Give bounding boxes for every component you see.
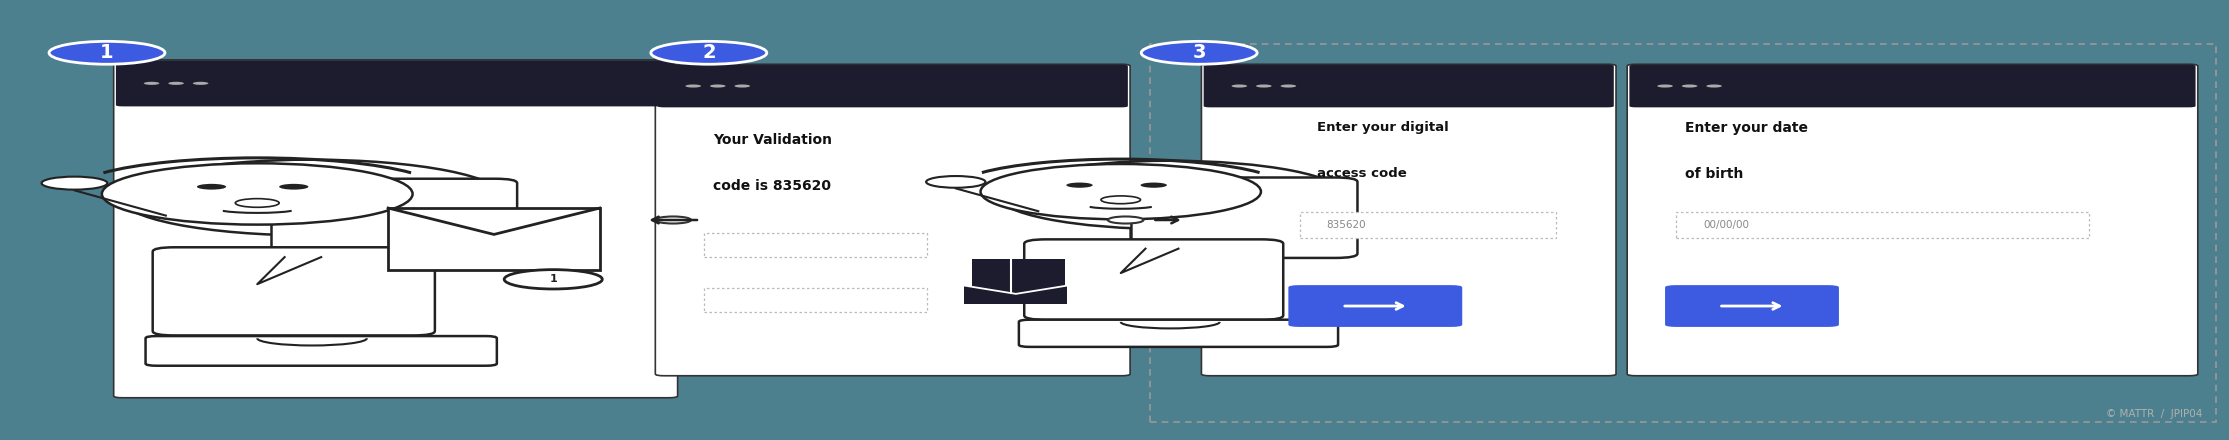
Circle shape (192, 82, 207, 85)
Circle shape (981, 164, 1262, 219)
FancyBboxPatch shape (154, 247, 435, 335)
Bar (965, 286, 1068, 304)
Bar (1300, 212, 1556, 238)
Circle shape (167, 82, 183, 85)
Circle shape (1279, 84, 1297, 88)
Circle shape (49, 41, 165, 64)
Text: 1: 1 (100, 43, 114, 62)
Circle shape (196, 184, 225, 190)
FancyBboxPatch shape (272, 179, 517, 267)
FancyBboxPatch shape (1627, 64, 2198, 376)
Circle shape (1257, 84, 1271, 88)
Circle shape (103, 163, 412, 224)
Circle shape (651, 41, 767, 64)
Circle shape (120, 160, 504, 235)
Circle shape (1141, 183, 1168, 188)
Circle shape (143, 82, 160, 85)
Text: © MATTR  /  JPIP04: © MATTR / JPIP04 (2106, 409, 2202, 418)
FancyBboxPatch shape (1288, 285, 1462, 327)
FancyBboxPatch shape (145, 336, 497, 366)
Text: of birth: of birth (1685, 167, 1743, 181)
Circle shape (1141, 41, 1257, 64)
Circle shape (1065, 183, 1092, 188)
Circle shape (687, 84, 700, 88)
Text: Your Validation: Your Validation (713, 133, 831, 147)
Bar (704, 233, 927, 257)
Text: 2: 2 (702, 43, 716, 62)
FancyBboxPatch shape (1204, 65, 1614, 107)
Bar (1676, 212, 2089, 238)
FancyBboxPatch shape (1201, 64, 1616, 376)
Circle shape (504, 270, 602, 289)
FancyBboxPatch shape (116, 60, 675, 106)
Text: 3: 3 (1193, 43, 1206, 62)
Circle shape (736, 84, 749, 88)
Circle shape (709, 84, 727, 88)
Circle shape (1683, 84, 1698, 88)
Text: access code: access code (1317, 167, 1406, 180)
Bar (972, 259, 1065, 294)
Circle shape (1658, 84, 1672, 88)
Circle shape (42, 176, 107, 190)
FancyBboxPatch shape (114, 60, 678, 398)
FancyBboxPatch shape (1019, 320, 1337, 347)
Circle shape (1230, 84, 1248, 88)
Bar (1150, 44, 2216, 422)
FancyBboxPatch shape (655, 64, 1130, 376)
Circle shape (279, 184, 308, 190)
Text: 00/00/00: 00/00/00 (1703, 220, 1750, 230)
Text: Enter your date: Enter your date (1685, 121, 1808, 135)
FancyBboxPatch shape (658, 65, 1128, 107)
Bar (388, 208, 600, 270)
Text: code is 835620: code is 835620 (713, 179, 831, 193)
Text: 835620: 835620 (1326, 220, 1366, 230)
FancyBboxPatch shape (1665, 285, 1839, 327)
Circle shape (1108, 216, 1143, 224)
Text: Enter your digital: Enter your digital (1317, 121, 1449, 134)
Circle shape (655, 216, 691, 224)
Text: 1: 1 (548, 274, 557, 284)
FancyBboxPatch shape (1629, 65, 2196, 107)
Circle shape (1707, 84, 1723, 88)
Bar (704, 288, 927, 312)
Circle shape (925, 176, 985, 188)
FancyBboxPatch shape (1132, 177, 1357, 258)
Circle shape (996, 161, 1344, 229)
FancyBboxPatch shape (1023, 239, 1284, 320)
